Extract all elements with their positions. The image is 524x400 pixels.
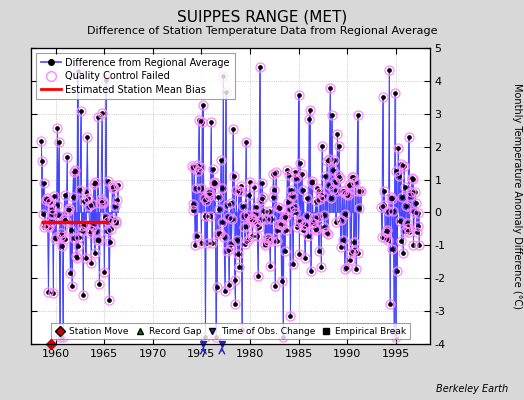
Text: SUIPPES RANGE (MET): SUIPPES RANGE (MET) — [177, 10, 347, 25]
Legend: Station Move, Record Gap, Time of Obs. Change, Empirical Break: Station Move, Record Gap, Time of Obs. C… — [51, 323, 410, 340]
Text: Berkeley Earth: Berkeley Earth — [436, 384, 508, 394]
Y-axis label: Monthly Temperature Anomaly Difference (°C): Monthly Temperature Anomaly Difference (… — [512, 83, 522, 309]
Text: Difference of Station Temperature Data from Regional Average: Difference of Station Temperature Data f… — [87, 26, 437, 36]
